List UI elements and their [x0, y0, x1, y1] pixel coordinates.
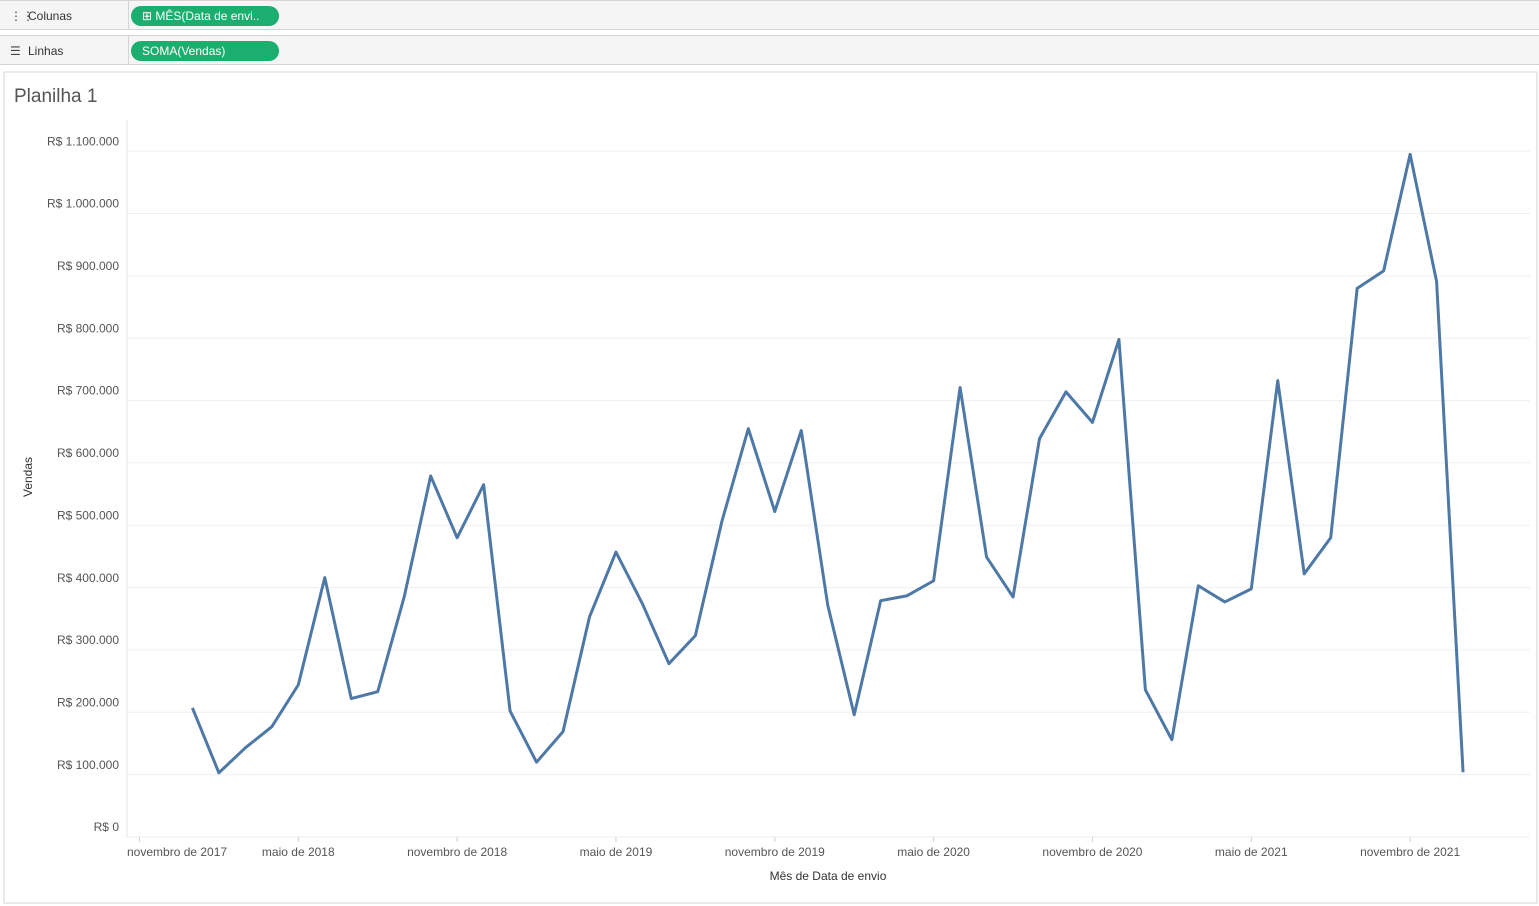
y-tick-label: R$ 900.000 — [57, 259, 119, 273]
pill-text: SOMA(Vendas) — [142, 44, 226, 58]
y-axis-title: Vendas — [21, 457, 35, 497]
y-tick-label: R$ 300.000 — [57, 633, 119, 647]
shelf-label: Linhas — [28, 44, 64, 58]
x-tick-label: novembro de 2017 — [127, 845, 227, 859]
x-tick-label: novembro de 2020 — [1042, 845, 1142, 859]
y-tick-label: R$ 700.000 — [57, 384, 119, 398]
x-tick-label: maio de 2020 — [897, 845, 970, 859]
y-tick-label: R$ 0 — [94, 820, 120, 834]
chart-title: Planilha 1 — [14, 86, 97, 107]
x-tick-label: novembro de 2018 — [407, 845, 507, 859]
x-axis-title: Mês de Data de envio — [770, 869, 887, 883]
y-tick-label: R$ 800.000 — [57, 321, 119, 335]
columns-shelf: ⋮⋮ Colunas ⊞ MÊS(Data de envi.. — [0, 0, 1539, 30]
chart: Planilha 1 Vendas Mês de Data de envio R… — [3, 71, 1538, 904]
x-tick-label: maio de 2019 — [580, 845, 653, 859]
shelf-label: Colunas — [28, 9, 73, 23]
y-tick-label: R$ 200.000 — [57, 695, 119, 709]
y-tick-label: R$ 100.000 — [57, 758, 119, 772]
x-tick-label: maio de 2021 — [1215, 845, 1288, 859]
columns-icon: ⋮⋮ — [10, 9, 34, 23]
y-tick-label: R$ 500.000 — [57, 508, 119, 522]
x-tick-label: maio de 2018 — [262, 845, 335, 859]
y-tick-label: R$ 400.000 — [57, 571, 119, 585]
y-tick-label: R$ 1.000.000 — [47, 197, 119, 211]
pill[interactable]: SOMA(Vendas) — [131, 41, 279, 61]
y-tick-label: R$ 1.100.000 — [47, 134, 119, 148]
x-tick-label: novembro de 2021 — [1360, 845, 1460, 859]
y-tick-label: R$ 600.000 — [57, 446, 119, 460]
rows-icon: ☰ — [10, 44, 21, 58]
pill[interactable]: ⊞ MÊS(Data de envi.. — [131, 6, 279, 26]
x-tick-label: novembro de 2019 — [725, 845, 825, 859]
line — [191, 152, 1465, 775]
rows-shelf: ☰ Linhas SOMA(Vendas) — [0, 35, 1539, 65]
pill-text: MÊS(Data de envi.. — [155, 9, 260, 23]
